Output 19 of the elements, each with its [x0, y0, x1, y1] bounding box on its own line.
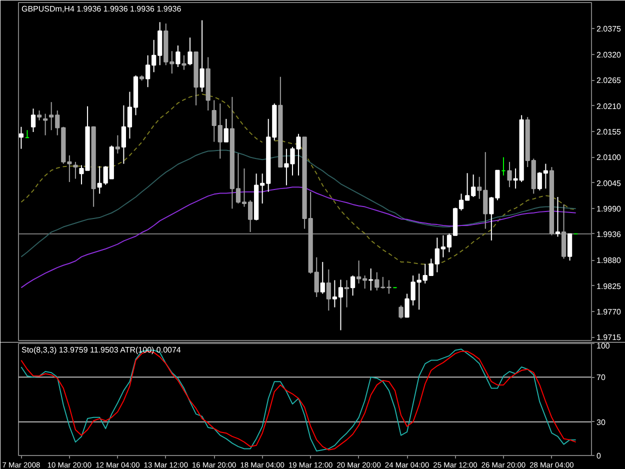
y-tick-label: 2.0155 — [596, 128, 622, 137]
y-tick-label: 100 — [596, 342, 610, 350]
y-tick-label: 30 — [596, 418, 606, 427]
y-tick-label: 1.9825 — [596, 282, 622, 291]
ref-line-label: 1.9936 — [596, 230, 622, 239]
y-tick-label: 2.0265 — [596, 76, 622, 86]
chart-title: GBPUSDm,H4 1.9936 1.9936 1.9936 1.9936 — [22, 4, 182, 14]
y-tick-label: 2.0100 — [596, 153, 622, 162]
y-tick-label: 1.9880 — [596, 256, 622, 266]
y-tick-label: 70 — [596, 373, 606, 382]
y-tick-label: 0 — [596, 452, 602, 460]
y-tick-label: 1.9770 — [596, 308, 622, 317]
y-tick-label: 2.0210 — [596, 102, 622, 111]
y-tick-label: 2.0375 — [596, 24, 622, 34]
y-tick-label: 2.0320 — [596, 50, 622, 60]
y-tick-label: 1.9990 — [596, 204, 622, 214]
chart-title: Sto(8,3,3) 13.9759 11.9503 ATR(100) 0.0074 — [22, 346, 182, 354]
y-tick-label: 1.9715 — [596, 333, 622, 342]
y-tick-label: 2.0045 — [596, 178, 622, 188]
